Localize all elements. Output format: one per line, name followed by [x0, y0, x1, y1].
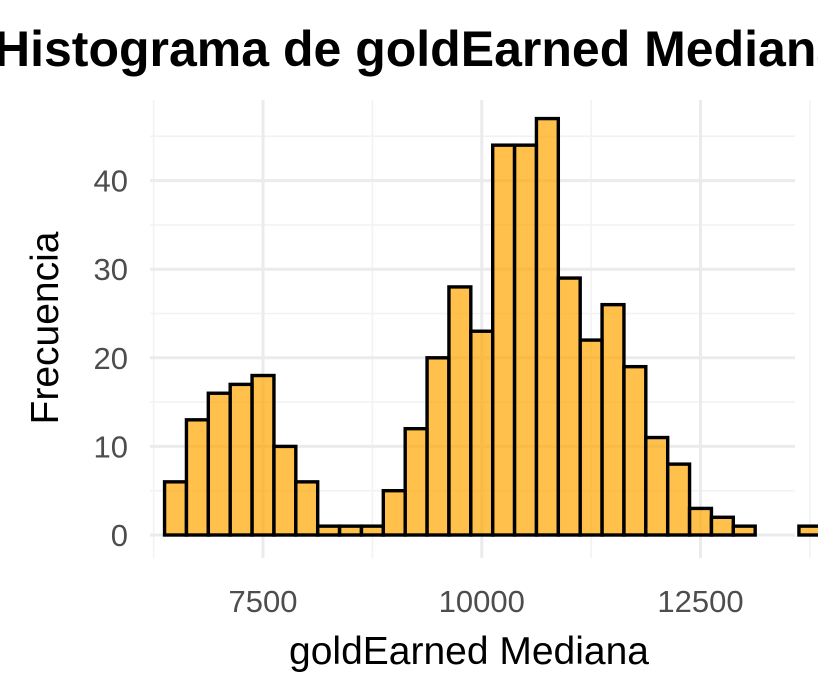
- histogram-bar: [731, 524, 757, 537]
- histogram-bar: [512, 143, 539, 537]
- histogram-bar: [381, 489, 407, 537]
- y-tick-label: 30: [94, 252, 128, 287]
- y-tick-label: 0: [111, 518, 128, 553]
- histogram-bar: [250, 373, 276, 537]
- x-axis-ticks: 7500100001250015000: [229, 584, 744, 619]
- chart-title: Histograma de goldEarned Mediana: [0, 21, 818, 77]
- histogram-bar: [556, 276, 582, 537]
- histogram-bar: [600, 302, 626, 537]
- histogram-bar: [644, 435, 670, 537]
- x-tick-label: 7500: [229, 584, 298, 619]
- x-axis-label: goldEarned Mediana: [289, 630, 649, 673]
- histogram-bars: [162, 116, 818, 537]
- histogram-bar: [206, 391, 232, 537]
- histogram-bar: [272, 444, 298, 537]
- histogram-bar: [184, 418, 211, 537]
- histogram-bar: [469, 329, 495, 537]
- histogram-bar: [403, 426, 429, 537]
- y-axis-label: Frecuencia: [24, 231, 67, 424]
- y-tick-label: 10: [94, 429, 128, 464]
- x-tick-label: 10000: [439, 584, 525, 619]
- histogram-bar: [687, 506, 714, 537]
- histogram-bar: [337, 524, 364, 537]
- histogram-bar: [425, 356, 451, 537]
- x-tick-label: 12500: [657, 584, 743, 619]
- histogram-bar: [709, 515, 736, 537]
- histogram-bar: [665, 462, 692, 537]
- histogram-bar: [359, 524, 386, 537]
- histogram-bar: [622, 364, 648, 537]
- histogram-bar: [534, 116, 561, 537]
- histogram-bar: [228, 382, 254, 537]
- y-tick-label: 20: [94, 341, 128, 376]
- histogram-bar: [315, 524, 342, 537]
- histogram-bar: [447, 285, 473, 537]
- histogram-bar: [578, 338, 604, 537]
- histogram-bar: [162, 480, 189, 537]
- histogram-bar: [294, 480, 320, 537]
- y-axis-ticks: 0 10 20 30 40: [94, 164, 128, 553]
- histogram-bar: [490, 143, 517, 537]
- y-tick-label: 40: [94, 164, 128, 199]
- histogram-bar: [797, 524, 818, 537]
